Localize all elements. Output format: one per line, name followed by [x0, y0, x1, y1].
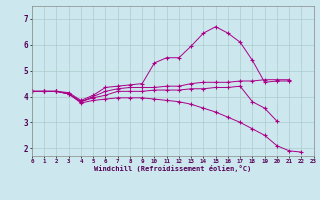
X-axis label: Windchill (Refroidissement éolien,°C): Windchill (Refroidissement éolien,°C) [94, 165, 252, 172]
